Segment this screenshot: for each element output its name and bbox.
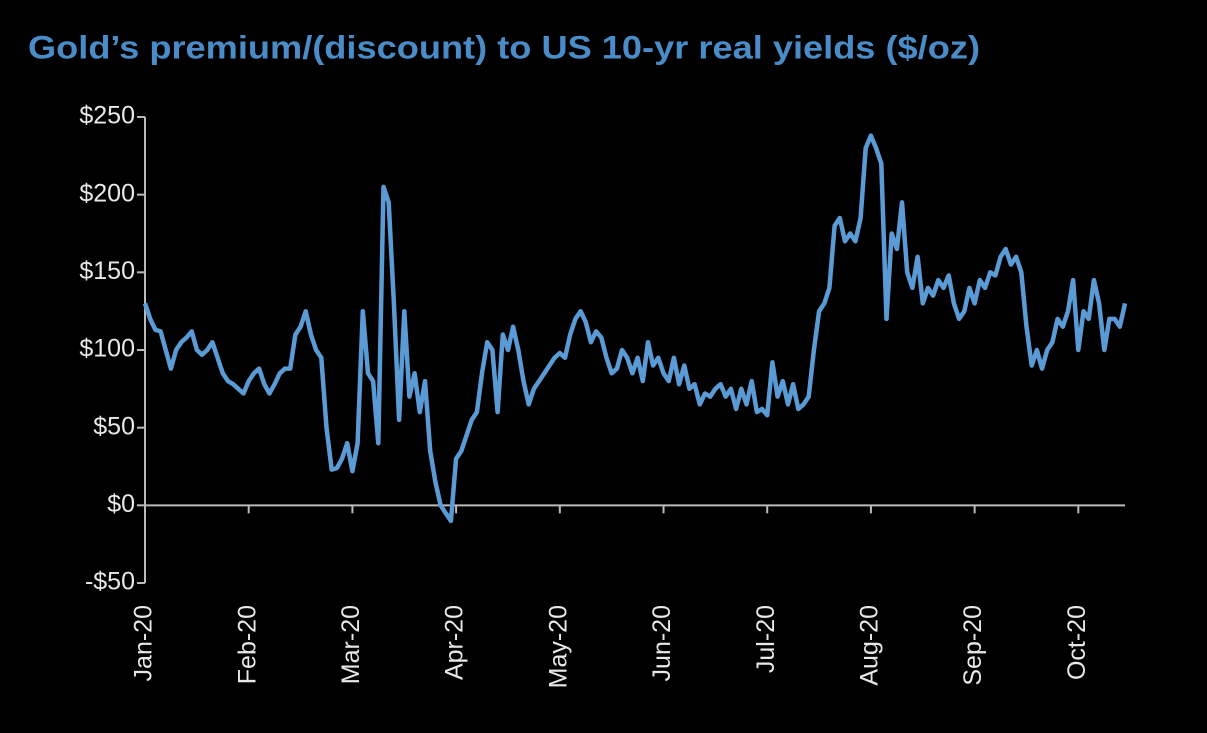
- y-tick-label: $50: [93, 412, 135, 440]
- x-tick-label: Sep-20: [959, 605, 987, 686]
- x-tick-label: Feb-20: [233, 605, 261, 684]
- x-tick-label: May-20: [544, 605, 572, 688]
- y-tick-label: $0: [107, 490, 135, 518]
- y-tick-label: $200: [79, 179, 135, 207]
- y-tick-label: $100: [79, 335, 135, 363]
- x-tick-label: Aug-20: [856, 605, 884, 686]
- x-tick-label: Apr-20: [441, 605, 469, 680]
- data-line: [142, 133, 1128, 524]
- x-tick-label: Jul-20: [752, 605, 780, 673]
- x-tick-label: Mar-20: [337, 605, 365, 684]
- x-tick-label: Oct-20: [1063, 605, 1091, 680]
- x-tick-label: Jun-20: [648, 605, 676, 681]
- y-tick-label: -$50: [85, 568, 135, 596]
- y-tick-label: $150: [79, 257, 135, 285]
- x-tick-label: Jan-20: [130, 605, 158, 681]
- y-tick-label: $250: [79, 102, 135, 130]
- chart-title: Gold’s premium/(discount) to US 10-yr re…: [28, 29, 980, 65]
